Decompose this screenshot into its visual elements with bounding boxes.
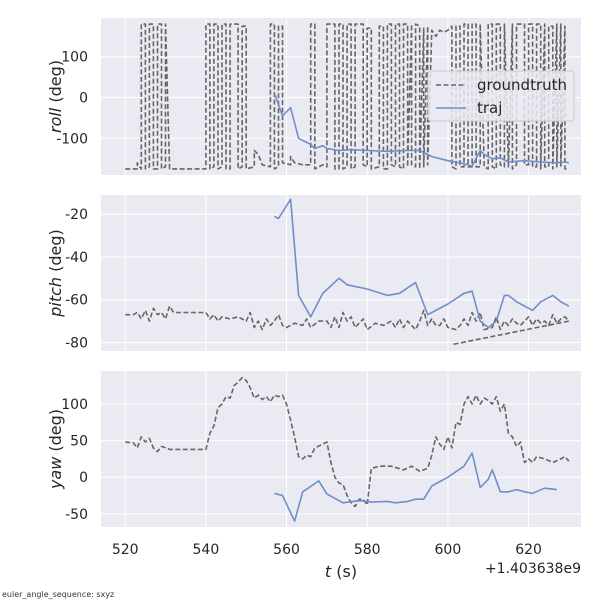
x-tick-label: 600 — [435, 542, 462, 558]
x-tick-label: 540 — [193, 542, 220, 558]
y-axis-label-unit: (deg) — [46, 60, 65, 108]
y-tick-label: -50 — [65, 507, 88, 523]
y-axis-label: roll (deg) — [46, 60, 65, 133]
traj-line — [274, 198, 570, 329]
traj-line — [273, 93, 570, 167]
traj-line — [274, 452, 557, 522]
y-axis-label-unit: (deg) — [46, 409, 65, 457]
y-axis-label-var: pitch — [46, 277, 65, 318]
y-tick-label: -40 — [65, 250, 88, 266]
legend: groundtruth traj — [427, 70, 575, 122]
x-axis-label: t (s) — [325, 562, 357, 581]
legend-traj-label: traj — [477, 99, 502, 117]
x-axis-label-var: t — [325, 562, 332, 581]
x-tick-label: 620 — [515, 542, 542, 558]
x-tick-label: 520 — [112, 542, 139, 558]
y-tick-label: 100 — [61, 397, 88, 413]
y-tick-label: 50 — [70, 434, 88, 450]
y-tick-label: -60 — [65, 293, 88, 309]
y-tick-label: 0 — [79, 91, 88, 107]
y-tick-label: 0 — [79, 470, 88, 486]
x-axis-label-unit: (s) — [331, 562, 357, 581]
y-tick-label: -20 — [65, 207, 88, 223]
y-tick-label: -100 — [56, 131, 88, 147]
y-axis-label-var: roll — [46, 107, 65, 133]
y-axis-label-unit: (deg) — [46, 229, 65, 277]
x-tick-label: 580 — [354, 542, 381, 558]
plot-background — [101, 195, 581, 351]
y-tick-label: -80 — [65, 335, 88, 351]
groundtruth-line — [125, 305, 570, 346]
y-axis-label: yaw (deg) — [46, 409, 65, 490]
x-offset-label: +1.403638e9 — [485, 561, 581, 577]
legend-groundtruth-label: groundtruth — [477, 76, 567, 94]
x-tick-label: 560 — [273, 542, 300, 558]
y-axis-label: pitch (deg) — [46, 229, 65, 318]
y-tick-label: 100 — [61, 50, 88, 66]
plot-background — [101, 371, 581, 527]
groundtruth-line — [125, 376, 570, 508]
footnote-text: euler_angle_sequence: sxyz — [2, 590, 114, 599]
y-axis-label-var: yaw — [46, 456, 65, 490]
